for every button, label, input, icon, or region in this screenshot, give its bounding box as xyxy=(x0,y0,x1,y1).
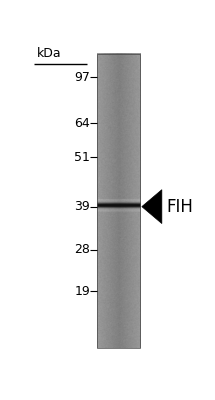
Text: 28: 28 xyxy=(74,243,90,256)
Text: FIH: FIH xyxy=(166,198,193,216)
Text: 39: 39 xyxy=(74,200,90,213)
Text: 51: 51 xyxy=(74,151,90,164)
Text: kDa: kDa xyxy=(37,47,61,60)
Text: 19: 19 xyxy=(74,285,90,298)
Bar xyxy=(97,54,140,348)
Text: 64: 64 xyxy=(74,117,90,130)
Text: 97: 97 xyxy=(74,71,90,84)
Polygon shape xyxy=(142,190,162,224)
